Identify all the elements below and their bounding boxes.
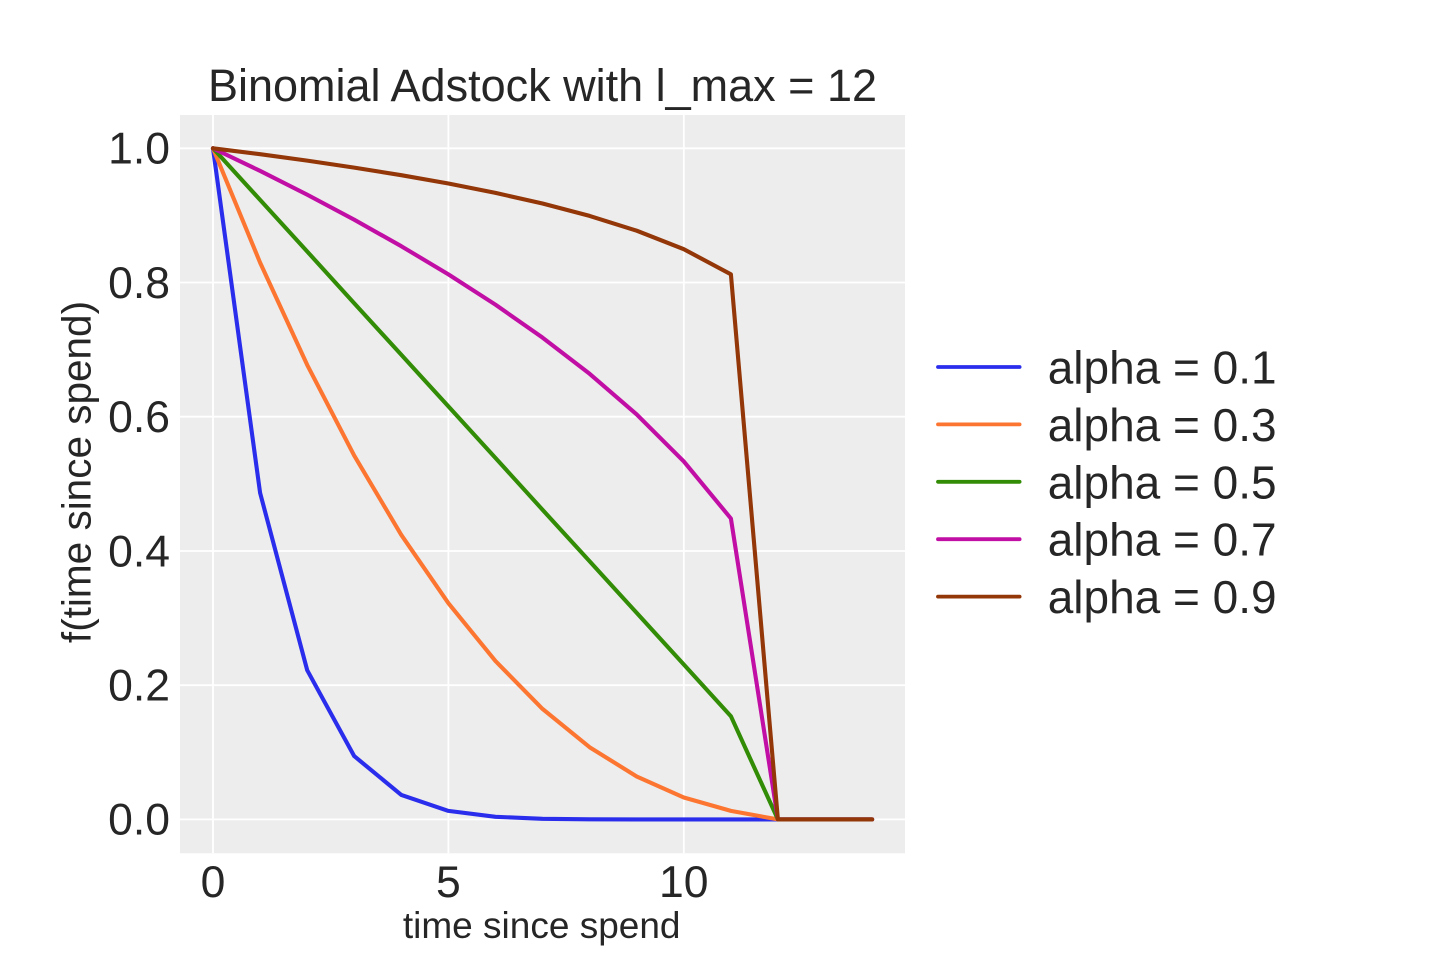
svg-text:0.0: 0.0	[108, 796, 170, 845]
svg-text:alpha = 0.9: alpha = 0.9	[1048, 571, 1277, 623]
svg-text:alpha = 0.1: alpha = 0.1	[1048, 342, 1277, 394]
svg-text:0.4: 0.4	[108, 527, 170, 576]
svg-text:alpha = 0.5: alpha = 0.5	[1048, 456, 1277, 508]
svg-text:1.0: 1.0	[108, 125, 170, 174]
svg-text:0: 0	[201, 858, 226, 907]
svg-text:0.6: 0.6	[108, 393, 170, 442]
svg-text:0.2: 0.2	[108, 662, 170, 711]
svg-text:0.8: 0.8	[108, 259, 170, 308]
svg-text:Binomial Adstock with l_max =: Binomial Adstock with l_max = 12	[208, 60, 877, 111]
svg-text:f(time since spend): f(time since spend)	[54, 301, 100, 643]
svg-text:time since spend: time since spend	[403, 905, 681, 946]
svg-text:5: 5	[436, 858, 461, 907]
svg-text:10: 10	[659, 858, 709, 907]
svg-text:alpha = 0.7: alpha = 0.7	[1048, 514, 1277, 566]
svg-text:alpha = 0.3: alpha = 0.3	[1048, 399, 1277, 451]
